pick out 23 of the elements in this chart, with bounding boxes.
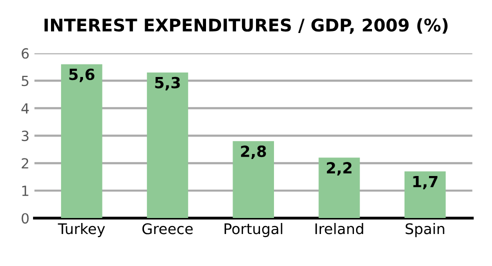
data-label: 5,6 — [69, 68, 94, 82]
data-label: 5,3 — [155, 76, 180, 90]
data-label: 2,8 — [241, 146, 266, 160]
y-tick-label: 3 — [22, 130, 28, 142]
y-tick-label: 6 — [22, 48, 29, 59]
y-tick-label: 2 — [22, 158, 28, 168]
y-tick-label: 0 — [22, 213, 29, 224]
x-tick-label: Ireland — [315, 222, 364, 234]
y-tick-label: 4 — [21, 103, 29, 114]
x-tick-label: Spain — [406, 222, 444, 238]
bar — [61, 64, 102, 218]
x-tick-label: Turkey — [58, 222, 105, 238]
x-tick-label: Greece — [142, 223, 193, 234]
data-label: 1,7 — [413, 176, 438, 190]
y-tick-label: 5 — [22, 76, 28, 86]
bar — [318, 158, 360, 218]
chart-title: INTEREST EXPENDITURES / GDP, 2009 (%) — [44, 18, 448, 34]
y-tick-label: 1 — [22, 186, 28, 196]
data-label: 2,2 — [326, 162, 352, 176]
x-tick-label: Portugal — [224, 222, 282, 238]
bar — [146, 72, 188, 218]
bar — [404, 171, 446, 218]
bar — [232, 141, 274, 218]
